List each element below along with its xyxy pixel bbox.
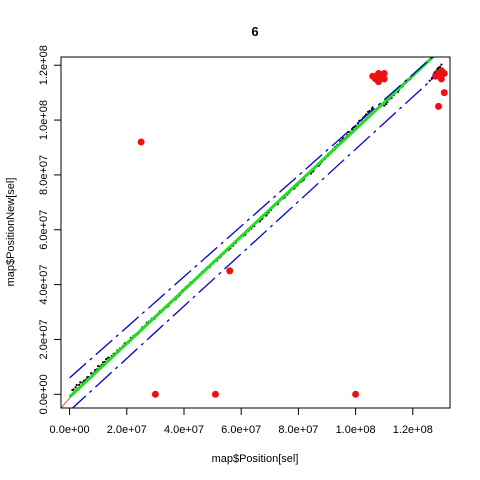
data-point [354,124,357,127]
x-tick-label: 0.0e+00 [50,424,90,436]
outlier-point [435,102,443,110]
y-axis-title: map$PositionNew[sel] [5,178,17,287]
y-tick-label: 4.0e+07 [38,265,50,305]
data-point [74,386,77,389]
outlier-point [369,72,377,80]
x-tick-label: 6.0e+07 [221,424,261,436]
data-point [105,358,108,361]
outlier-point [380,69,388,77]
outlier-point [437,75,445,83]
chart-title: 6 [251,24,258,39]
outlier-point [137,138,145,146]
data-point [385,103,388,106]
data-point [72,388,75,391]
x-tick-label: 1.0e+08 [336,424,376,436]
data-point [383,104,386,107]
data-point [75,383,78,387]
y-axis: 0.0e+00 2.0e+07 4.0e+07 6.0e+07 8.0e+07 1.0e+… [38,45,62,414]
x-axis-title: map$Position[sel] [212,453,299,465]
fit-line [68,57,435,399]
data-point [97,365,100,368]
outlier-point [352,390,360,398]
data-point [440,63,443,66]
plot-frame [60,56,451,409]
data-point [428,79,431,82]
y-tick-label: 1.2e+08 [38,45,50,85]
data-point [79,381,82,384]
y-tick-label: 1.0e+08 [38,100,50,140]
data-point [371,106,374,109]
outlier-point [374,78,382,86]
x-tick-label: 8.0e+07 [278,424,318,436]
outlier-point [380,75,388,83]
y-tick-label: 2.0e+07 [38,319,50,359]
outlier-point [440,89,448,97]
outlier-point [211,390,219,398]
upper-bound-line [69,57,434,379]
plot-region [61,57,448,408]
x-axis: 0.0e+00 2.0e+07 4.0e+07 6.0e+07 8.0e+07 1.0e+… [50,407,433,436]
y-tick-label: 6.0e+07 [38,210,50,250]
outlier-point [432,72,440,80]
data-point [101,361,105,364]
data-point [90,372,93,375]
outlier-point [437,67,445,75]
outlier-point [226,267,234,275]
x-tick-label: 1.2e+08 [393,424,433,436]
x-tick-label: 4.0e+07 [164,424,204,436]
data-point [106,356,110,359]
outlier-point [151,390,159,398]
lower-bound-line [71,70,442,408]
x-tick-label: 2.0e+07 [107,424,147,436]
data-point [366,110,370,113]
y-tick-label: 0.0e+00 [38,374,50,414]
data-point [78,383,81,386]
y-tick-label: 8.0e+07 [38,155,50,195]
